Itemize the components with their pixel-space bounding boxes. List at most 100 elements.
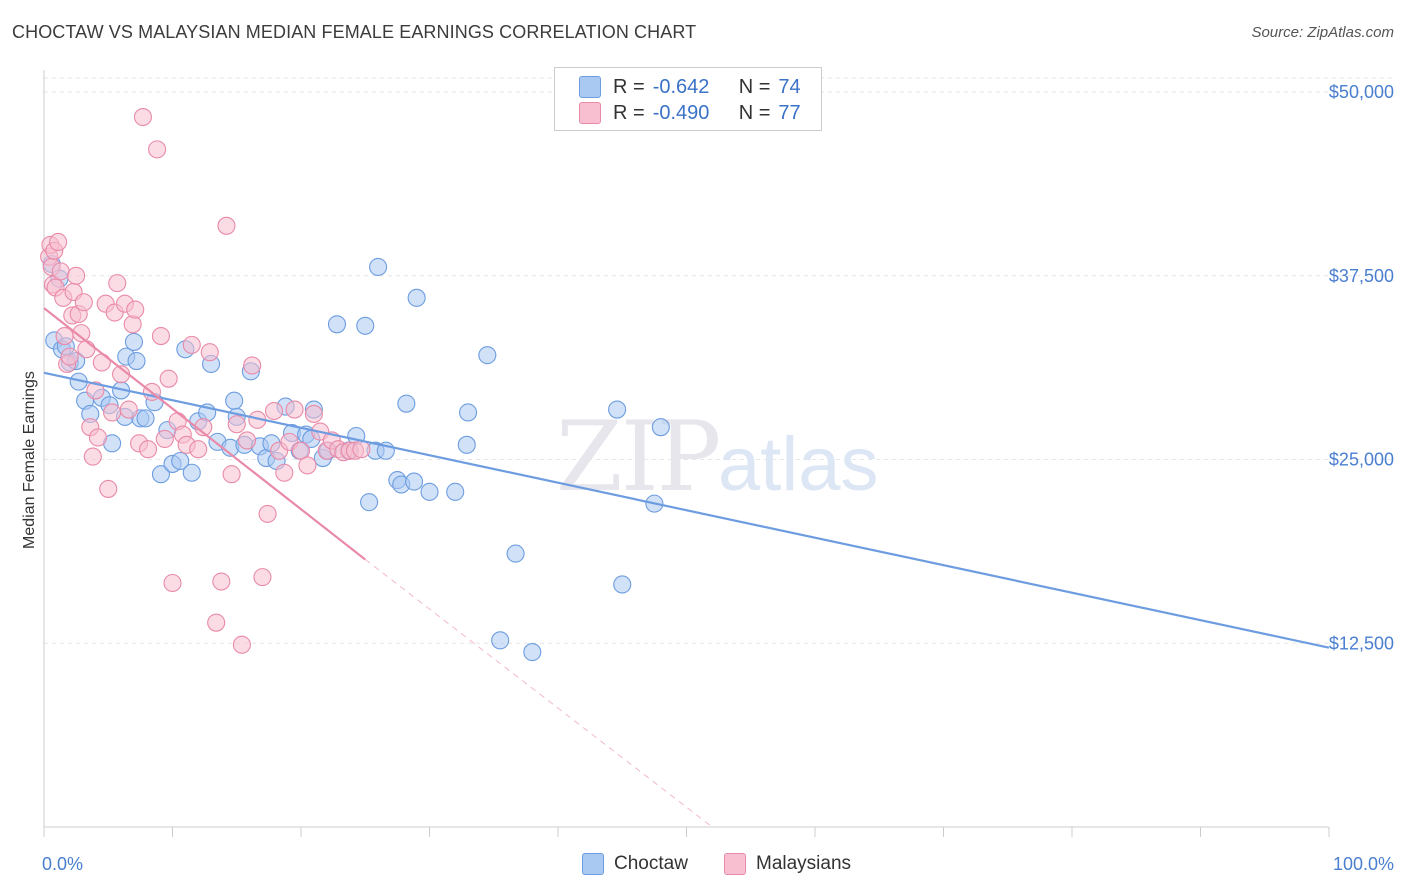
legend-swatch-malaysians <box>579 102 601 124</box>
point-malaysians <box>200 343 219 362</box>
point-malaysians <box>123 315 142 334</box>
point-malaysians <box>253 568 272 587</box>
point-malaysians <box>352 440 371 459</box>
series-legend: Choctaw Malaysians <box>0 850 1406 880</box>
point-choctaw <box>360 493 379 512</box>
point-malaysians <box>222 465 241 484</box>
point-malaysians <box>155 429 174 448</box>
point-choctaw <box>405 472 424 491</box>
point-malaysians <box>60 347 79 366</box>
point-malaysians <box>298 456 317 475</box>
point-choctaw <box>356 316 375 335</box>
point-malaysians <box>232 635 251 654</box>
point-choctaw <box>182 463 201 482</box>
point-malaysians <box>148 140 167 159</box>
point-choctaw <box>407 288 426 307</box>
point-malaysians <box>49 232 68 252</box>
point-malaysians <box>99 479 118 498</box>
point-choctaw <box>613 575 632 594</box>
y-tick-label: $50,000 <box>1329 82 1394 102</box>
point-malaysians <box>304 404 323 424</box>
chart-title: CHOCTAW VS MALAYSIAN MEDIAN FEMALE EARNI… <box>12 22 697 42</box>
point-malaysians <box>258 504 277 523</box>
point-choctaw <box>327 315 347 334</box>
y-tick-label: $25,000 <box>1329 450 1394 470</box>
point-choctaw <box>608 400 627 419</box>
source-label: Source: ZipAtlas.com <box>1251 24 1394 41</box>
y-tick-label: $37,500 <box>1329 266 1394 286</box>
legend-r-label: R = <box>613 75 645 98</box>
point-choctaw <box>225 391 244 410</box>
y-tick-label: $12,500 <box>1329 633 1394 653</box>
point-choctaw <box>478 346 497 365</box>
point-malaysians <box>103 403 122 422</box>
point-malaysians <box>72 324 91 343</box>
point-malaysians <box>243 356 262 375</box>
point-malaysians <box>159 369 178 388</box>
x-tick-label: 100.0% <box>1333 854 1394 874</box>
x-tick-label: 0.0% <box>42 854 83 874</box>
point-choctaw <box>506 544 525 563</box>
watermark-atlas: atlas <box>718 422 879 507</box>
legend-row-choctaw: R = -0.642 N = 74 <box>579 75 801 99</box>
legend-r-value: -0.642 <box>652 75 710 98</box>
trend-line-malaysians <box>43 307 366 561</box>
point-malaysians <box>275 463 294 482</box>
legend-label-malaysians: Malaysians <box>756 853 852 874</box>
trend-lines <box>43 307 1330 828</box>
point-malaysians <box>207 613 226 632</box>
point-malaysians <box>182 335 201 354</box>
trend-line-choctaw <box>43 371 1330 649</box>
point-malaysians <box>83 447 102 466</box>
watermark-zip: ZIP <box>556 401 719 513</box>
legend-r-label: R = <box>613 101 645 124</box>
point-malaysians <box>163 573 182 593</box>
point-choctaw <box>369 257 388 277</box>
point-choctaw <box>136 409 155 428</box>
point-malaysians <box>77 340 96 359</box>
point-malaysians <box>227 415 246 434</box>
point-malaysians <box>217 216 236 235</box>
legend-label-choctaw: Choctaw <box>614 853 688 874</box>
point-choctaw <box>151 465 170 484</box>
axes: 0.0% 100.0% <box>42 70 1394 874</box>
point-malaysians <box>151 327 170 346</box>
point-choctaw <box>420 482 439 501</box>
legend-swatch-choctaw <box>582 853 604 875</box>
point-malaysians <box>108 274 127 293</box>
legend-item-malaysians: Malaysians <box>724 853 851 875</box>
point-malaysians <box>212 572 231 591</box>
point-malaysians <box>74 293 93 312</box>
legend-r-value: -0.490 <box>652 101 710 124</box>
legend-swatch-choctaw <box>579 76 601 98</box>
stats-legend: R = -0.642 N = 74 R = -0.490 N = 77 <box>554 67 822 131</box>
point-malaysians <box>51 262 70 281</box>
point-malaysians <box>189 440 208 459</box>
legend-row-malaysians: R = -0.490 N = 77 <box>579 101 801 125</box>
point-choctaw <box>491 631 510 650</box>
point-malaysians <box>88 428 108 447</box>
point-choctaw <box>171 451 190 471</box>
point-malaysians <box>285 400 304 419</box>
trend-extension-malaysians <box>364 559 713 828</box>
point-choctaw <box>397 394 416 413</box>
point-malaysians <box>86 381 105 400</box>
legend-n-label: N = <box>738 75 771 98</box>
legend-n-value: 74 <box>778 75 801 98</box>
point-malaysians <box>126 300 145 319</box>
point-malaysians <box>139 440 158 459</box>
point-malaysians <box>92 353 111 372</box>
point-malaysians <box>119 400 138 419</box>
y-ticks: $12,500 $25,000 $37,500 $50,000 <box>1329 82 1394 653</box>
point-choctaw <box>127 351 146 371</box>
point-choctaw <box>651 418 670 437</box>
point-malaysians <box>133 107 152 127</box>
point-choctaw <box>458 403 478 422</box>
point-malaysians <box>237 431 257 450</box>
point-malaysians <box>264 401 284 421</box>
point-malaysians <box>67 266 86 285</box>
legend-n-label: N = <box>738 101 771 124</box>
point-choctaw <box>457 435 476 454</box>
legend-item-choctaw: Choctaw <box>582 853 688 875</box>
